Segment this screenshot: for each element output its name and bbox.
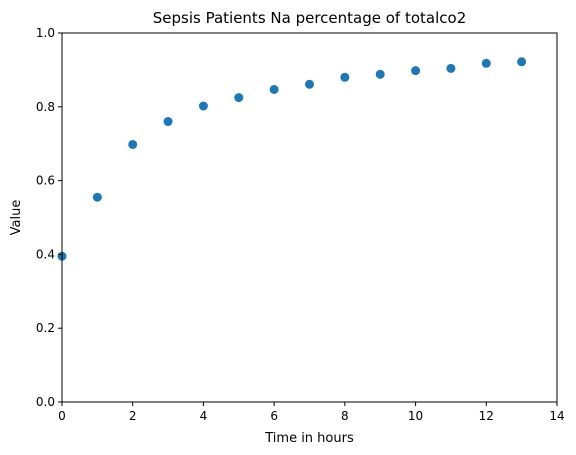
y-tick-label: 0.0 [36,395,55,409]
axes-frame [61,32,558,403]
data-point [128,139,138,149]
y-tick-label: 0.2 [36,321,55,335]
data-point [375,69,385,79]
x-tick-label: 10 [408,409,423,423]
data-points [57,57,527,261]
data-point [411,66,421,76]
x-tick-label: 14 [549,409,564,423]
y-axis-ticks: 0.0 0.2 0.4 0.6 0.8 1.0 [36,26,62,409]
data-point [234,93,244,103]
chart-title: Sepsis Patients Na percentage of totalco… [153,9,466,27]
data-point [92,192,102,202]
y-axis-label: Value [9,200,24,236]
y-tick-label: 0.8 [36,100,55,114]
data-point [446,63,456,73]
data-point [340,72,350,82]
data-point [305,79,314,89]
x-tick-label: 4 [200,409,208,423]
y-tick-label: 0.6 [36,174,55,188]
data-point [517,57,527,67]
plot-area [62,33,557,402]
x-tick-label: 8 [341,409,349,423]
x-tick-label: 12 [479,409,494,423]
data-point [269,84,279,94]
y-tick-label: 1.0 [36,26,55,40]
data-point [481,58,491,68]
data-point [163,117,173,127]
x-tick-label: 0 [58,409,66,423]
y-tick-label: 0.4 [36,247,55,261]
data-point [198,101,208,111]
x-tick-label: 6 [270,409,278,423]
x-axis-ticks: 0 2 4 6 8 10 12 14 [58,402,565,423]
x-axis-label: Time in hours [264,431,354,446]
x-tick-label: 2 [129,409,137,423]
